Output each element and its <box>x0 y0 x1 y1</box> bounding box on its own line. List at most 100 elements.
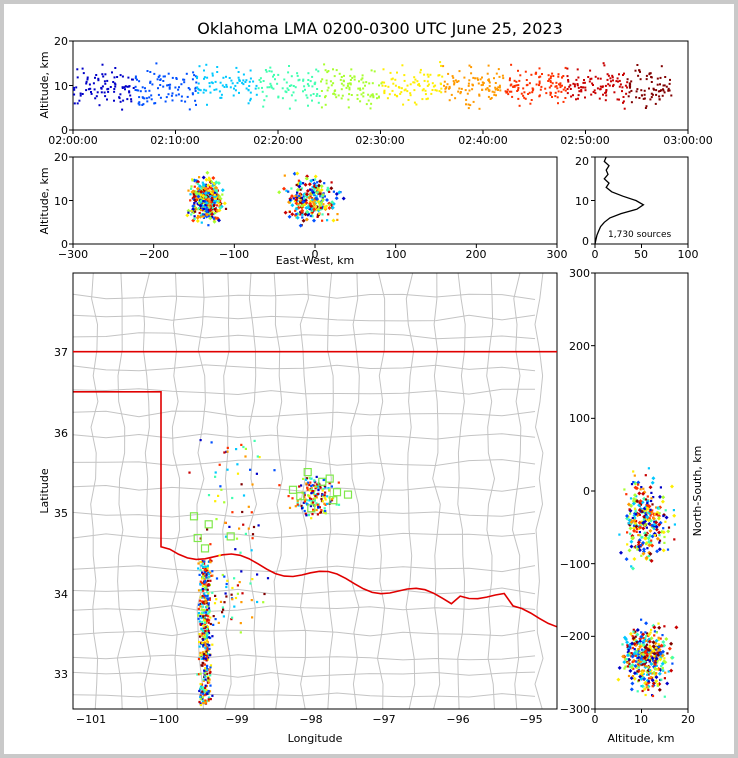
source-point <box>642 518 645 521</box>
source-point <box>490 97 493 99</box>
source-point <box>206 625 209 629</box>
source-point <box>104 73 107 76</box>
source-point <box>569 88 572 90</box>
source-point <box>245 87 248 90</box>
source-point <box>634 486 639 491</box>
source-point <box>324 69 327 72</box>
county-line <box>171 273 181 709</box>
source-point <box>660 678 663 681</box>
county-line <box>457 273 466 709</box>
source-point <box>203 616 206 619</box>
source-point <box>602 62 605 65</box>
county-line <box>73 654 536 661</box>
source-point <box>76 68 79 71</box>
source-point <box>268 86 271 89</box>
source-point <box>300 209 304 214</box>
source-point <box>205 573 208 576</box>
source-point <box>199 580 202 583</box>
source-point <box>306 83 309 86</box>
source-point <box>202 589 205 592</box>
source-point <box>643 516 646 519</box>
source-point <box>645 74 648 77</box>
source-point <box>222 201 227 206</box>
p3-ytick-1: 10 <box>575 195 589 208</box>
source-point <box>308 201 313 206</box>
source-point <box>645 634 648 638</box>
source-point <box>657 647 662 652</box>
source-point <box>538 76 541 79</box>
source-point <box>258 79 261 81</box>
source-point <box>211 72 214 75</box>
source-point <box>211 635 214 638</box>
source-point <box>651 476 656 481</box>
source-point <box>316 215 319 218</box>
source-point <box>206 591 209 594</box>
source-point <box>283 78 286 81</box>
source-point <box>599 85 602 88</box>
county-line <box>376 273 386 709</box>
p1-ytick-2: 20 <box>54 35 68 48</box>
source-point <box>306 499 309 502</box>
source-point <box>194 190 198 195</box>
source-point <box>395 94 398 97</box>
source-point <box>627 648 630 651</box>
ew-height-ylabel: Altitude, km <box>38 167 51 234</box>
source-point <box>305 482 308 485</box>
source-point <box>206 564 209 567</box>
source-point <box>347 98 350 101</box>
source-point <box>209 186 212 190</box>
source-point <box>98 104 101 107</box>
source-point <box>290 187 293 190</box>
source-point <box>649 672 652 675</box>
source-point <box>288 107 291 110</box>
source-point <box>216 204 219 207</box>
source-point <box>312 93 315 95</box>
source-point <box>212 615 215 618</box>
source-point <box>640 554 643 557</box>
source-point <box>145 97 148 100</box>
source-point <box>302 78 305 81</box>
source-point <box>499 89 502 92</box>
source-point <box>123 86 126 89</box>
lma-station <box>343 490 353 499</box>
source-point <box>204 621 207 624</box>
source-point <box>646 658 649 661</box>
source-point <box>657 522 662 527</box>
source-point <box>210 212 214 217</box>
source-point <box>635 513 640 518</box>
source-point <box>661 640 666 644</box>
source-point <box>422 88 425 91</box>
source-point <box>203 675 206 678</box>
source-point <box>206 567 209 570</box>
source-point <box>204 644 207 647</box>
source-point <box>606 73 609 76</box>
source-point <box>387 85 390 88</box>
source-point <box>337 94 340 97</box>
source-point <box>661 548 666 553</box>
source-point <box>432 85 435 88</box>
source-point <box>214 471 217 474</box>
source-point <box>209 571 212 574</box>
source-point <box>317 506 320 509</box>
source-point <box>294 505 297 508</box>
source-point <box>213 602 217 605</box>
p2-xtick-2: −100 <box>219 248 249 261</box>
source-point <box>653 630 656 633</box>
source-point <box>657 671 662 676</box>
source-point <box>315 95 318 97</box>
source-point <box>648 517 651 520</box>
source-point <box>549 81 552 84</box>
source-point <box>316 188 319 191</box>
p1-xtick-3: 02:30:00 <box>355 134 404 147</box>
source-point <box>644 107 647 109</box>
source-point <box>647 680 650 683</box>
source-point <box>640 510 644 513</box>
source-point <box>197 617 200 620</box>
source-point <box>663 657 666 660</box>
source-point <box>87 88 90 91</box>
source-point <box>529 102 532 105</box>
source-point <box>212 219 217 224</box>
source-point <box>299 201 302 204</box>
source-point <box>197 673 201 676</box>
source-point <box>209 543 212 546</box>
